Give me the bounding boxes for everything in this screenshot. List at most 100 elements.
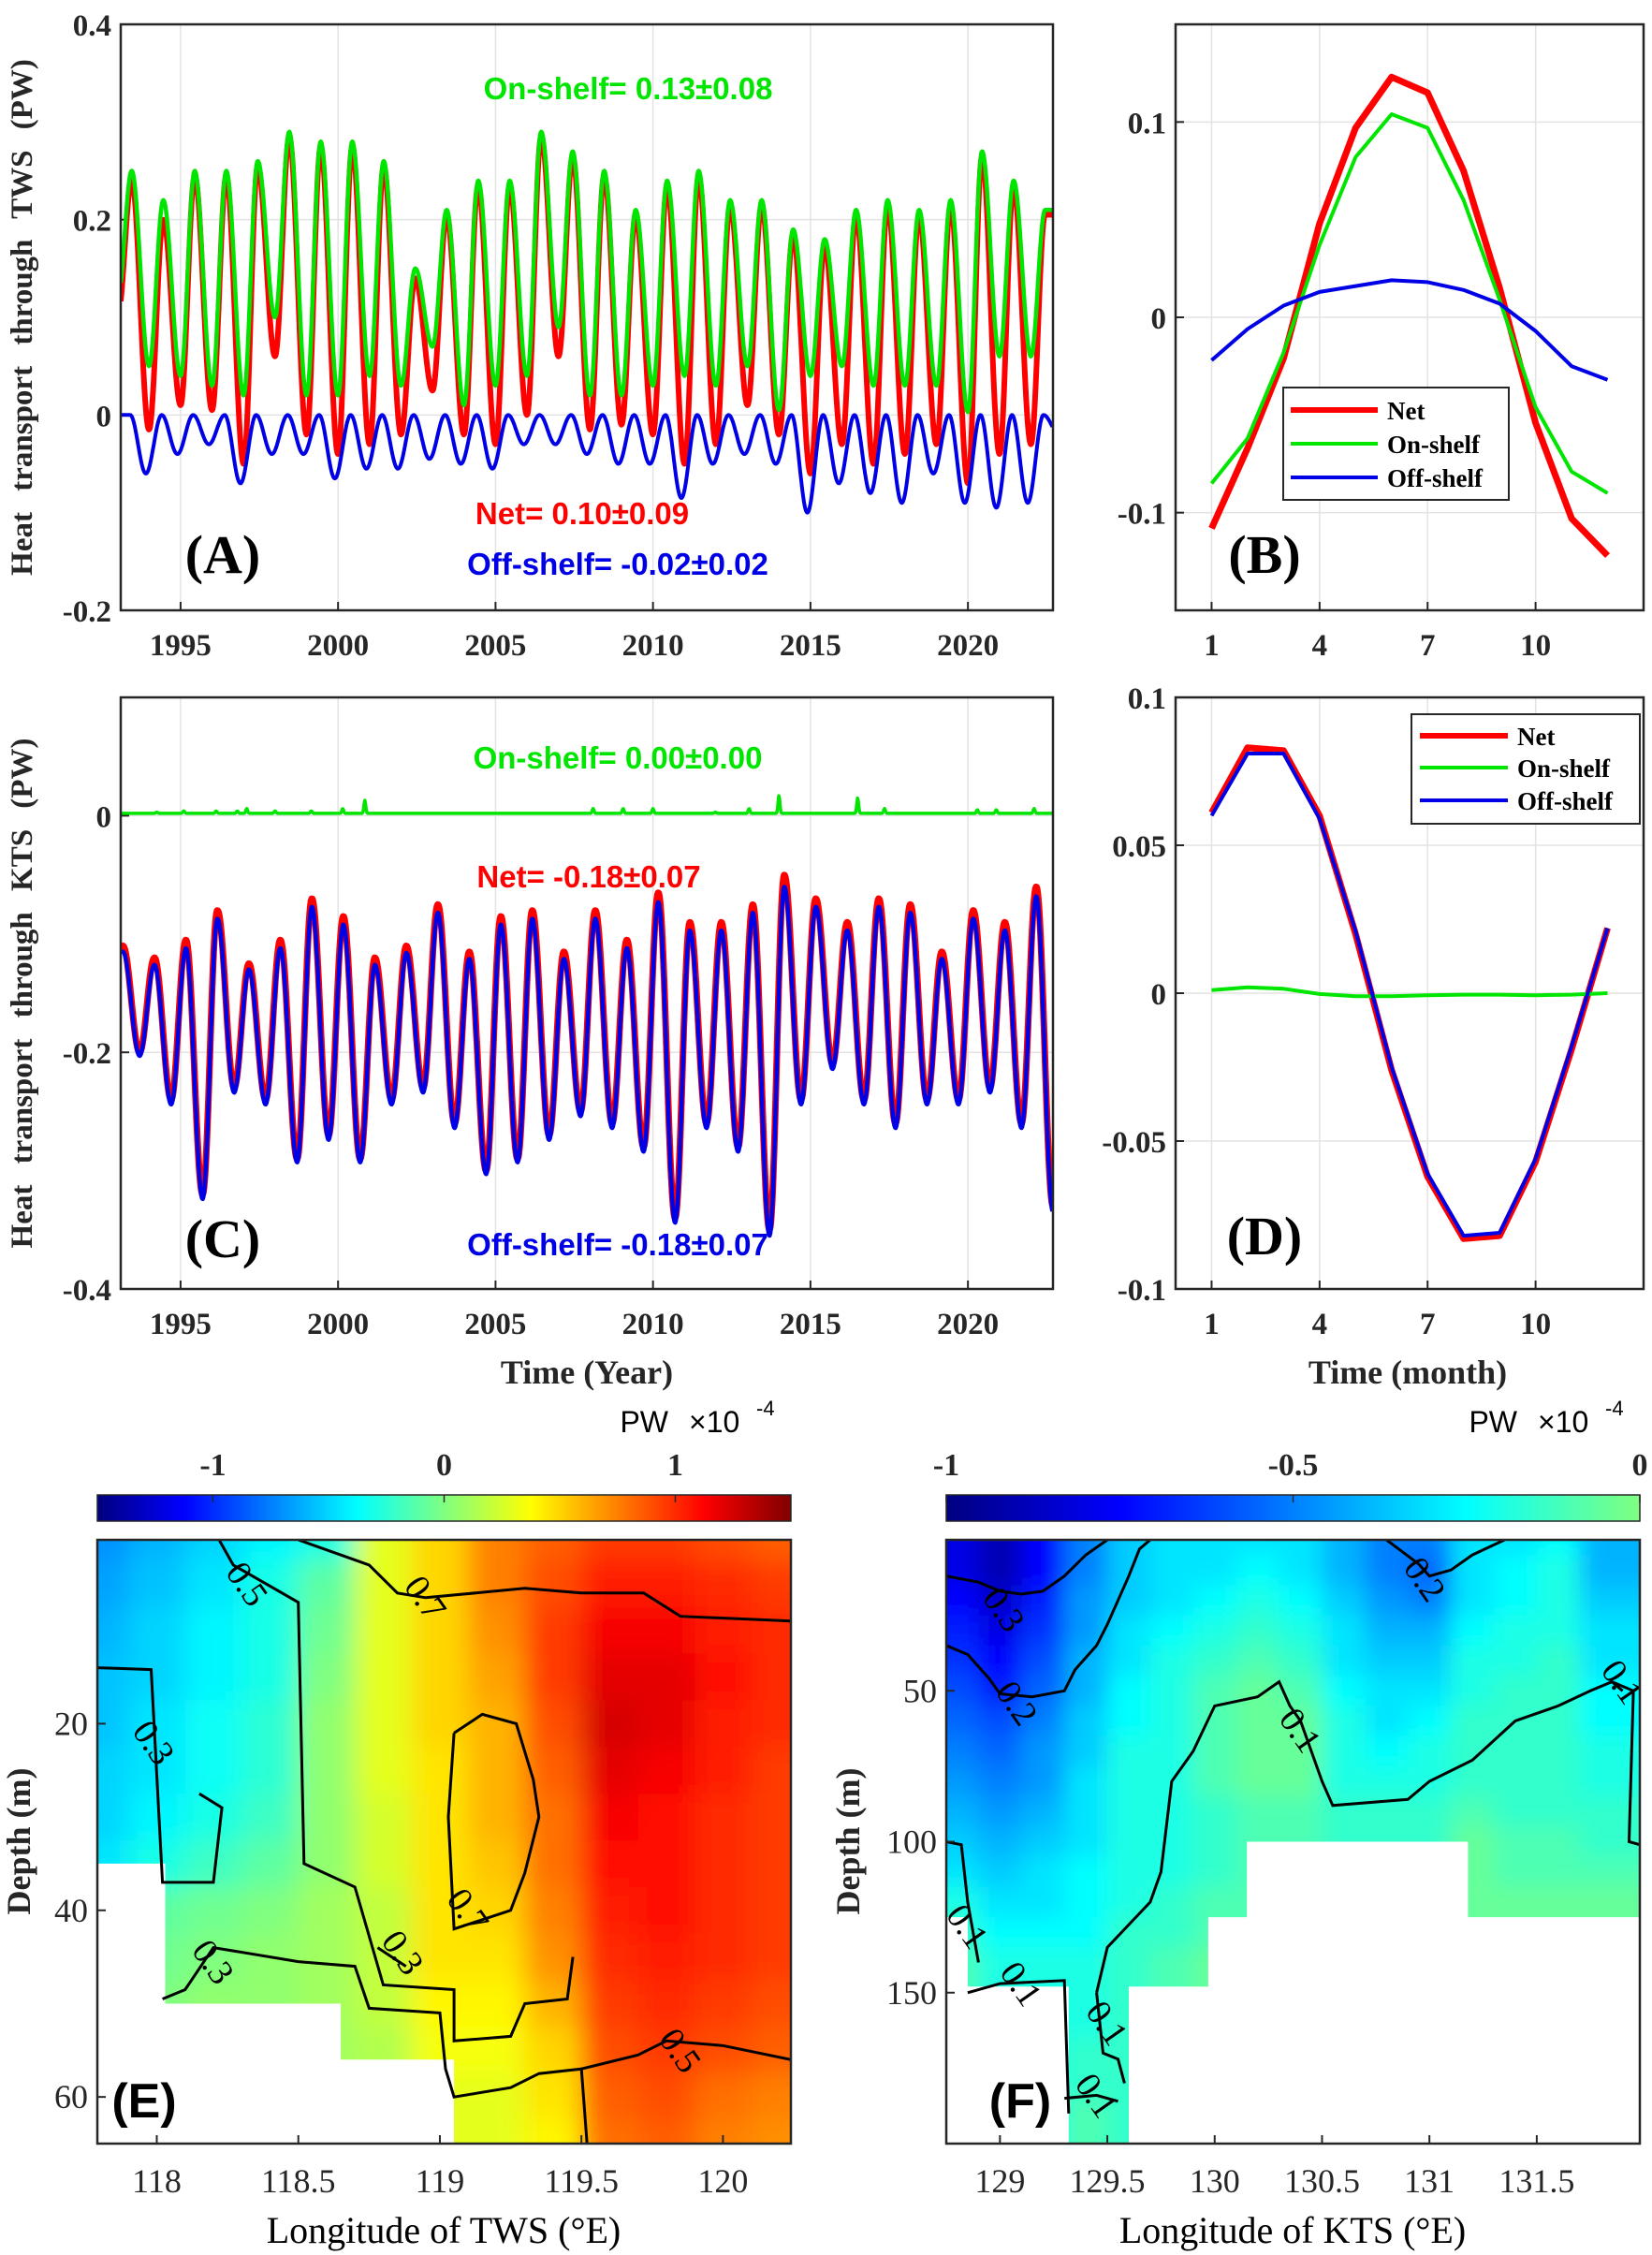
heatmap-cell <box>581 2073 639 2121</box>
heatmap-cell <box>1365 1540 1409 1556</box>
heatmap-cell <box>1064 1735 1108 1767</box>
heatmap-cell <box>694 1794 753 1841</box>
panel-c: 1995 2000 2005 2010 2015 2020 -0.4 -0.2 0 <box>63 696 1055 1341</box>
panel-c-y-tick-label: 0 <box>96 800 112 834</box>
panel-d-y-tick-label: -0.05 <box>1102 1126 1166 1160</box>
heatmap-cell <box>694 1540 753 1561</box>
panel-a-series-on-shelf <box>121 129 1053 415</box>
heatmap-cell <box>751 1540 791 1561</box>
heatmap-cell <box>1579 1765 1640 1797</box>
heatmap-cell <box>694 1933 753 1982</box>
heatmap-cell <box>581 1980 639 2028</box>
panel-f-axes-box <box>944 1538 1642 2145</box>
panel-b-y-tick-label: -0.1 <box>1118 498 1166 532</box>
heatmap-cell <box>1064 2098 1108 2130</box>
heatmap-cell <box>581 1653 639 1701</box>
heatmap-cell <box>1107 1796 1151 1827</box>
heatmap-cell <box>1279 1540 1323 1556</box>
heatmap-cell <box>1149 1886 1194 1918</box>
heatmap-cell <box>1536 1676 1581 1706</box>
panel-e-y-tick-label: 60 <box>54 2078 88 2116</box>
legend-offshelf-label: Off-shelf <box>1517 787 1614 815</box>
panel-a-y-tick-label: 0 <box>96 400 112 433</box>
heatmap-cell <box>1192 1735 1237 1767</box>
heatmap-cell <box>1322 1676 1366 1706</box>
heatmap-cell <box>1279 1765 1323 1797</box>
heatmap-cell <box>1322 1585 1366 1617</box>
heatmap-cell <box>637 1559 695 1608</box>
panel-a-offshelf-annotation: Off-shelf= -0.02±0.02 <box>467 547 768 581</box>
panel-f-x-tick-label: 130.5 <box>1284 2162 1360 2200</box>
panel-d-x-tick-label: 10 <box>1520 1308 1551 1341</box>
heatmap-cell <box>637 1933 695 1982</box>
contour-line <box>298 1540 791 1623</box>
heatmap-cell <box>1149 1796 1194 1827</box>
heatmap-cell <box>946 1585 979 1617</box>
heatmap-cell <box>1235 1585 1280 1617</box>
heatmap-cell <box>1536 1886 1581 1918</box>
heatmap-cell <box>1494 1886 1538 1918</box>
heatmap-cell <box>1365 1735 1409 1767</box>
panel-f-y-tick-label: 100 <box>886 1823 937 1861</box>
heatmap-cell <box>581 1794 639 1841</box>
panel-d-x-axis-label: Time (month) <box>1308 1354 1507 1391</box>
heatmap-cell <box>1021 1540 1065 1556</box>
panel-e-x-axis-label: Longitude of TWS (°E) <box>267 2209 621 2251</box>
panel-f-x-tick-label: 131.5 <box>1498 2162 1574 2200</box>
heatmap-cell <box>241 1747 300 1794</box>
panel-e-y-tick-label: 40 <box>54 1892 88 1929</box>
panel-a-x-tick-label: 2010 <box>622 629 684 663</box>
heatmap-cell <box>1107 1615 1151 1647</box>
heatmap-cell <box>1021 1826 1065 1858</box>
heatmap-cell <box>978 1645 1022 1677</box>
heatmap-cell <box>946 1735 979 1767</box>
heatmap-cell <box>694 1747 753 1794</box>
heatmap-cell <box>298 1886 356 1935</box>
heatmap-cell <box>355 1886 413 1935</box>
heatmap-cell <box>1192 1615 1237 1647</box>
panel-b-series-off-shelf <box>1210 278 1609 382</box>
heatmap-cell <box>1408 1735 1452 1767</box>
heatmap-cell <box>298 1747 356 1794</box>
heatmap-cell <box>1365 1765 1409 1797</box>
heatmap-cell <box>946 1796 979 1827</box>
heatmap-cell <box>694 1886 753 1935</box>
contour-line <box>946 1540 1151 1699</box>
heatmap-cell <box>694 1559 753 1608</box>
heatmap-cell <box>637 2073 695 2121</box>
heatmap-cell <box>355 1980 413 2028</box>
heatmap-cell <box>581 1840 639 1888</box>
heatmap-cell <box>241 1653 300 1701</box>
heatmap-cell <box>1192 1645 1237 1677</box>
heatmap-cell <box>1107 1676 1151 1706</box>
panel-c-y-axis-label: Heat transport through KTS (PW) <box>6 739 39 1249</box>
heatmap-cell <box>1322 1735 1366 1767</box>
heatmap-cell <box>128 1606 186 1655</box>
heatmap-cell <box>1408 1706 1452 1737</box>
heatmap-cell <box>524 1840 582 1888</box>
heatmap-cell <box>1149 1540 1194 1556</box>
heatmap-cell <box>1451 1540 1495 1556</box>
heatmap-cell <box>1235 1706 1280 1737</box>
heatmap-cell <box>1365 1615 1409 1647</box>
heatmap-cell <box>1494 1615 1538 1647</box>
heatmap-cell <box>1322 1555 1366 1586</box>
heatmap-cell <box>1235 1735 1280 1767</box>
heatmap-cell <box>128 1559 186 1608</box>
heatmap-cell <box>1107 1856 1151 1888</box>
heatmap-cell <box>355 1933 413 1982</box>
heatmap-cell <box>946 1765 979 1797</box>
panel-a-y-axis-label: Heat transport through TWS (PW) <box>6 59 39 576</box>
heatmap-cell <box>694 1700 753 1748</box>
heatmap-cell <box>1408 1645 1452 1677</box>
heatmap-cell <box>241 1606 300 1655</box>
heatmap-cell <box>1149 1706 1194 1737</box>
legend-net-label: Net <box>1387 397 1425 425</box>
heatmap-cell <box>184 1700 242 1748</box>
panel-b: 1 4 7 10 -0.1 0 0.1 <box>1118 22 1645 663</box>
heatmap-cell <box>978 1765 1022 1797</box>
heatmap-cell <box>524 2073 582 2121</box>
heatmap-cell <box>1192 1886 1237 1918</box>
panel-c-x-tick-label: 2015 <box>780 1308 841 1341</box>
